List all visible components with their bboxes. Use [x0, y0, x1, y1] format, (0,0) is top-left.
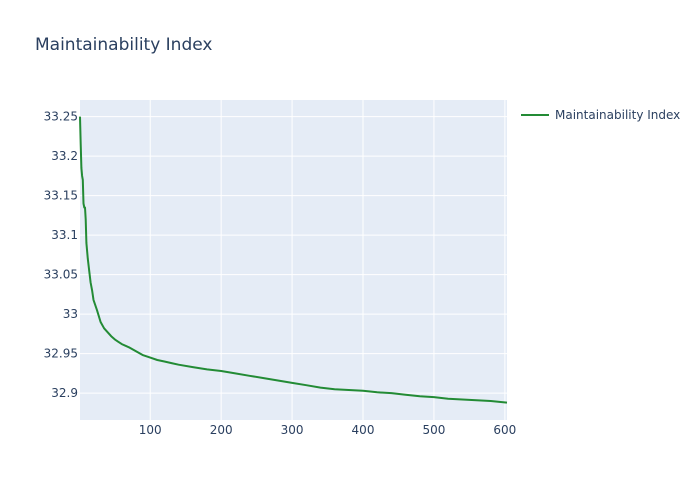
y-tick-label: 33.05: [44, 268, 78, 282]
legend[interactable]: Maintainability Index: [521, 108, 680, 122]
y-tick-label: 33: [63, 307, 78, 321]
y-tick-label: 33.1: [51, 228, 78, 242]
y-tick-label: 33.15: [44, 189, 78, 203]
y-tick-label: 32.9: [51, 386, 78, 400]
plot-area: [80, 100, 507, 420]
x-tick-label: 500: [422, 423, 445, 437]
chart-title: Maintainability Index: [35, 35, 212, 55]
x-axis: 100 200 300 400 500 600: [139, 423, 517, 437]
x-tick-label: 600: [493, 423, 516, 437]
series-line: [79, 116, 508, 404]
y-tick-label: 33.2: [51, 149, 78, 163]
legend-label[interactable]: Maintainability Index: [555, 108, 680, 122]
y-tick-label: 33.25: [44, 110, 78, 124]
x-tick-label: 300: [281, 423, 304, 437]
y-tick-label: 32.95: [44, 347, 78, 361]
x-tick-label: 400: [352, 423, 375, 437]
series-layer: [79, 116, 508, 404]
x-tick-label: 100: [139, 423, 162, 437]
y-axis: 32.9 32.95 33 33.05 33.1 33.15 33.2 33.25: [44, 110, 78, 401]
grid-lines: [80, 100, 507, 420]
x-tick-label: 200: [210, 423, 233, 437]
